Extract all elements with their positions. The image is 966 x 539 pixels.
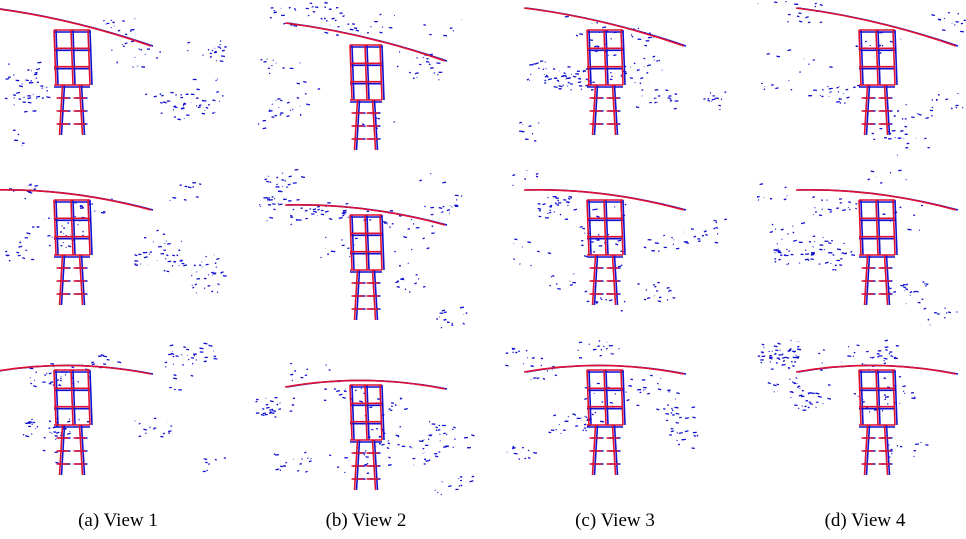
skeleton [0, 189, 152, 306]
edge-points [259, 168, 468, 329]
skeleton [284, 379, 446, 491]
panel [257, 1, 463, 151]
edge-points [255, 362, 475, 496]
panel [259, 168, 468, 329]
edge-points [5, 182, 227, 294]
panel [505, 340, 699, 476]
skeleton [0, 364, 152, 476]
panel [512, 169, 727, 312]
skeleton [523, 189, 685, 306]
edge-points [505, 340, 699, 461]
skeleton [523, 364, 685, 476]
skeleton [523, 7, 685, 136]
skeleton [0, 8, 152, 136]
edge-points [257, 1, 463, 130]
skeleton [284, 204, 446, 321]
panel [757, 339, 959, 476]
panel [0, 182, 227, 306]
figure-panels [0, 0, 966, 496]
caption: (c) View 3 [575, 510, 655, 531]
edge-points [757, 339, 929, 458]
panel [0, 342, 226, 476]
caption: (b) View 2 [325, 510, 407, 531]
skeleton [0, 364, 154, 476]
panel [756, 169, 959, 326]
panel [255, 362, 475, 496]
skeleton [0, 8, 154, 136]
edge-points [757, 0, 966, 156]
skeleton [795, 7, 957, 136]
edge-points [756, 169, 958, 326]
edge-points [22, 342, 226, 473]
skeleton [284, 22, 446, 151]
caption: (d) View 4 [824, 510, 906, 531]
edge-points [4, 18, 227, 147]
skeleton [795, 189, 957, 306]
edge-points [512, 169, 727, 312]
panel [519, 7, 727, 142]
skeleton [0, 189, 154, 306]
caption: (a) View 1 [78, 510, 158, 531]
panel [0, 8, 227, 147]
skeleton [795, 364, 957, 476]
panel [757, 0, 966, 156]
